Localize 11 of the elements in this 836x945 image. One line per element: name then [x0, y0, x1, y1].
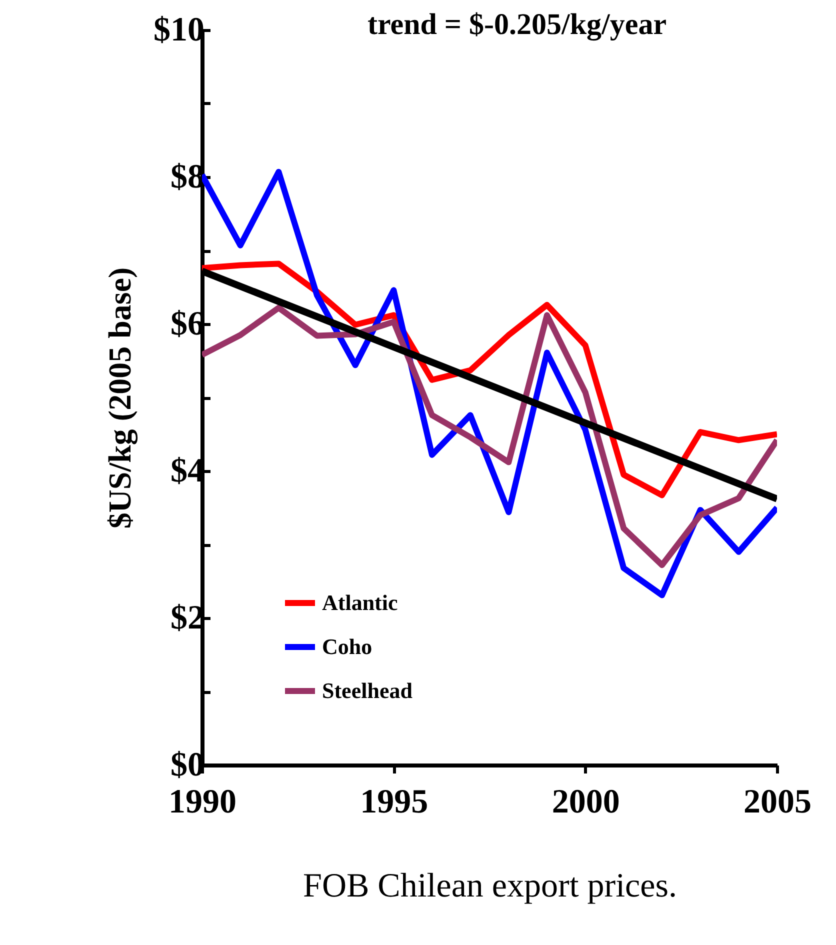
x-tick-label: 1995 — [360, 784, 428, 820]
x-tick-label: 1990 — [168, 784, 236, 820]
y-tick-label: $10 — [154, 12, 204, 48]
legend-label: Coho — [322, 634, 372, 659]
legend-label: Atlantic — [322, 590, 398, 615]
x-axis-title: FOB Chilean export prices. — [303, 868, 677, 904]
annotation: trend = $-0.205/kg/year — [367, 8, 667, 41]
x-tick-label: 2005 — [744, 784, 812, 820]
legend-label: Steelhead — [322, 678, 412, 703]
x-tick-label: 2000 — [552, 784, 620, 820]
y-axis-title: $US/kg (2005 base) — [102, 267, 138, 529]
